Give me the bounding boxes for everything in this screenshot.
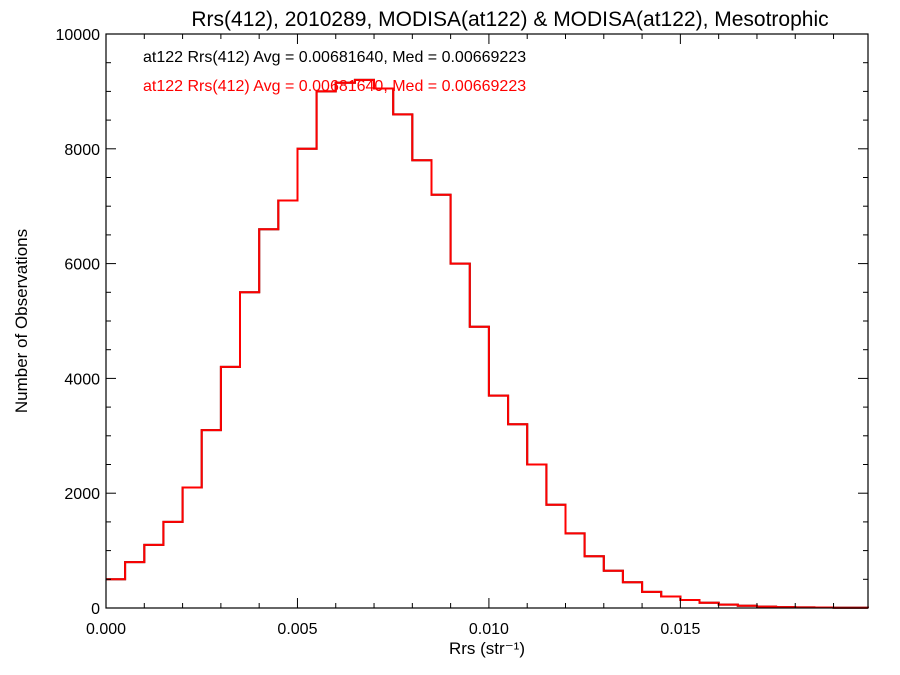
annotation-red: at122 Rrs(412) Avg = 0.00681640, Med = 0… <box>143 78 526 95</box>
y-tick-label: 10000 <box>56 27 101 44</box>
x-tick-label: 0.015 <box>660 621 700 638</box>
y-tick-label: 6000 <box>64 257 100 274</box>
y-tick-label: 8000 <box>64 142 100 159</box>
x-tick-label: 0.010 <box>469 621 509 638</box>
annotation-black: at122 Rrs(412) Avg = 0.00681640, Med = 0… <box>143 49 526 66</box>
series-group <box>106 78 869 609</box>
x-tick-label: 0.000 <box>86 621 126 638</box>
plot-frame <box>105 33 869 609</box>
y-axis-title: Number of Observations <box>12 229 31 413</box>
series-line-0 <box>106 78 869 609</box>
series-line-1 <box>106 78 869 609</box>
x-axis-title: Rrs (str⁻¹) <box>449 639 525 658</box>
x-tick-label: 0.005 <box>277 621 317 638</box>
y-tick-label: 4000 <box>64 371 100 388</box>
y-tick-label: 0 <box>91 601 100 618</box>
x-axis: 0.000 0.005 0.010 0.015 <box>86 34 835 638</box>
y-axis: 0 2000 4000 6000 8000 10000 <box>56 27 868 618</box>
y-tick-label: 2000 <box>64 486 100 503</box>
chart-title: Rrs(412), 2010289, MODISA(at122) & MODIS… <box>191 8 828 31</box>
